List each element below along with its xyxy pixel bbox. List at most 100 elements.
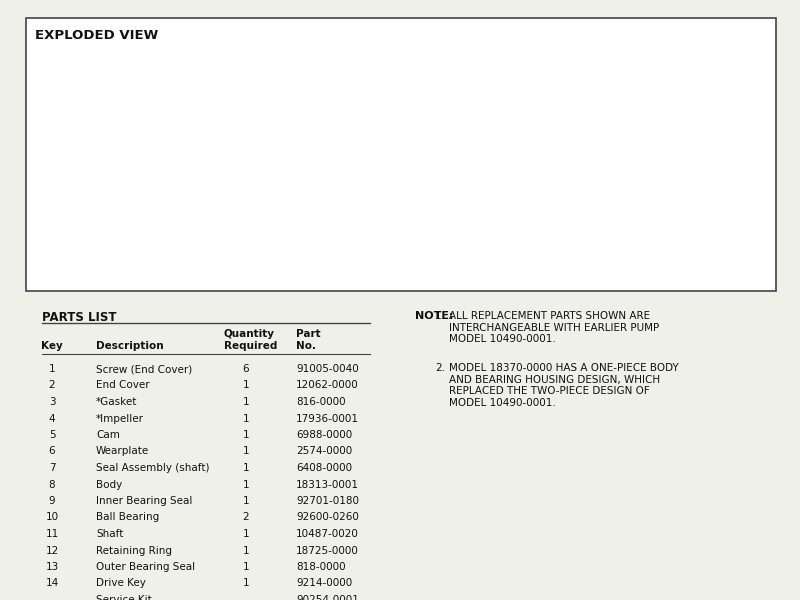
- Ellipse shape: [214, 141, 225, 184]
- Circle shape: [455, 163, 458, 165]
- Ellipse shape: [354, 122, 360, 133]
- Circle shape: [602, 118, 616, 131]
- Text: 9: 9: [436, 199, 442, 208]
- Ellipse shape: [356, 116, 381, 176]
- Text: End Cover: End Cover: [96, 380, 150, 391]
- Circle shape: [398, 74, 403, 78]
- Text: 10487-0020: 10487-0020: [296, 529, 359, 539]
- Text: Body: Body: [96, 479, 122, 490]
- Circle shape: [630, 110, 643, 124]
- Text: 1: 1: [242, 496, 250, 506]
- Text: No.: No.: [296, 341, 316, 351]
- Polygon shape: [282, 87, 318, 141]
- Bar: [141, 160, 145, 162]
- Circle shape: [394, 23, 407, 37]
- Text: 4: 4: [238, 109, 244, 118]
- Text: 14: 14: [630, 112, 642, 121]
- Text: 92600-0260: 92600-0260: [296, 512, 359, 523]
- Circle shape: [458, 163, 460, 165]
- Text: Retaining Ring: Retaining Ring: [96, 545, 172, 556]
- Ellipse shape: [606, 150, 612, 164]
- Text: 1: 1: [242, 397, 250, 407]
- Text: 2: 2: [166, 107, 171, 116]
- Text: *Gasket: *Gasket: [96, 397, 138, 407]
- Text: Outer Bearing Seal: Outer Bearing Seal: [96, 562, 195, 572]
- Circle shape: [307, 83, 321, 97]
- Text: Key: Key: [41, 341, 63, 351]
- Text: Description: Description: [96, 341, 164, 351]
- Circle shape: [458, 172, 460, 173]
- Text: Cam: Cam: [96, 430, 120, 440]
- Text: 1.: 1.: [435, 311, 445, 321]
- Text: 6: 6: [242, 364, 250, 374]
- Text: Inner Bearing Seal: Inner Bearing Seal: [96, 496, 192, 506]
- Circle shape: [310, 143, 315, 147]
- Circle shape: [190, 191, 194, 196]
- Text: Drive Key: Drive Key: [96, 578, 146, 589]
- Text: 1: 1: [242, 430, 250, 440]
- Text: 92701-0180: 92701-0180: [296, 496, 359, 506]
- Text: Quantity: Quantity: [224, 329, 275, 339]
- Text: 1: 1: [398, 26, 404, 35]
- Text: 10: 10: [566, 123, 577, 132]
- Text: 1: 1: [242, 463, 250, 473]
- Text: Part: Part: [296, 329, 321, 339]
- Text: 6: 6: [49, 446, 55, 457]
- Text: Shaft: Shaft: [96, 529, 123, 539]
- Ellipse shape: [569, 151, 574, 164]
- Circle shape: [234, 107, 248, 121]
- Circle shape: [570, 160, 571, 163]
- Circle shape: [571, 160, 574, 163]
- Text: 6: 6: [311, 85, 317, 94]
- Text: 1: 1: [242, 578, 250, 589]
- Circle shape: [174, 130, 179, 134]
- Circle shape: [286, 67, 299, 80]
- Text: 5: 5: [290, 69, 295, 78]
- Circle shape: [190, 130, 194, 134]
- Ellipse shape: [248, 134, 262, 191]
- Ellipse shape: [349, 89, 355, 95]
- Circle shape: [167, 160, 172, 165]
- Text: Ball Bearing: Ball Bearing: [96, 512, 159, 523]
- Ellipse shape: [455, 161, 460, 175]
- Text: 3: 3: [49, 397, 55, 407]
- Circle shape: [573, 156, 574, 158]
- Ellipse shape: [270, 134, 283, 191]
- Circle shape: [197, 160, 202, 165]
- Text: 6408-0000: 6408-0000: [296, 463, 352, 473]
- Ellipse shape: [452, 156, 463, 180]
- Text: 4: 4: [49, 413, 55, 424]
- Text: 9: 9: [49, 496, 55, 506]
- Text: 1: 1: [242, 446, 250, 457]
- Text: 10: 10: [46, 512, 58, 523]
- Circle shape: [432, 196, 446, 210]
- Text: Screw (End Cover): Screw (End Cover): [96, 364, 192, 374]
- Text: Service Kit: Service Kit: [96, 595, 152, 600]
- Circle shape: [570, 152, 571, 154]
- Ellipse shape: [648, 53, 657, 67]
- Text: 13: 13: [46, 562, 58, 572]
- Text: 5: 5: [49, 430, 55, 440]
- Ellipse shape: [603, 143, 615, 171]
- Text: ALL REPLACEMENT PARTS SHOWN ARE
INTERCHANGEABLE WITH EARLIER PUMP
MODEL 10490-00: ALL REPLACEMENT PARTS SHOWN ARE INTERCHA…: [449, 311, 659, 344]
- Text: 2: 2: [49, 380, 55, 391]
- Text: 2: 2: [242, 512, 250, 523]
- Ellipse shape: [566, 145, 577, 169]
- Text: 1: 1: [242, 562, 250, 572]
- Ellipse shape: [625, 83, 637, 107]
- Text: 2574-0000: 2574-0000: [296, 446, 352, 457]
- Ellipse shape: [442, 163, 446, 173]
- Text: 7: 7: [344, 69, 350, 78]
- Bar: [301, 84, 303, 89]
- Ellipse shape: [628, 88, 634, 102]
- Ellipse shape: [362, 129, 375, 164]
- Circle shape: [338, 106, 342, 110]
- Text: 1: 1: [242, 413, 250, 424]
- Bar: [309, 84, 311, 89]
- Text: 6988-0000: 6988-0000: [296, 430, 352, 440]
- Text: 17936-0001: 17936-0001: [296, 413, 359, 424]
- Bar: [254, 134, 276, 191]
- Bar: [297, 84, 299, 89]
- Circle shape: [455, 172, 458, 173]
- Circle shape: [583, 121, 597, 134]
